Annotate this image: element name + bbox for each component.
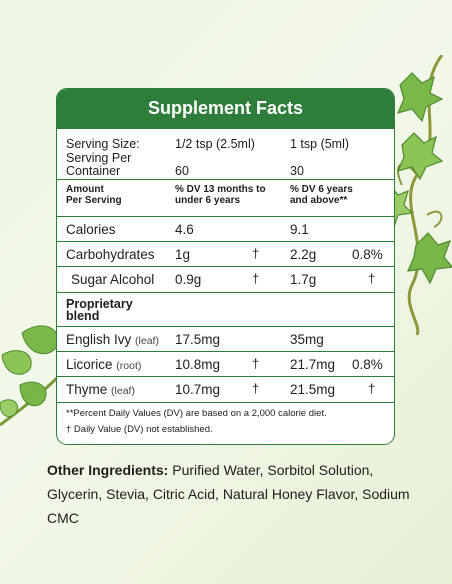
proprietary-blend-row: Proprietary blend: [57, 292, 394, 327]
nutrient-name: Carbohydrates: [66, 247, 155, 262]
child-amount: 10.7mg: [175, 382, 221, 397]
ingredient-name: English Ivy (leaf): [66, 333, 159, 348]
servings-per-container-label-2: Container: [66, 164, 121, 178]
leaf-branch-illustration: [0, 325, 62, 427]
ingredient-label: Licorice: [66, 357, 113, 372]
serving-size-adult: 1 tsp (5ml): [290, 137, 350, 151]
footnote-dv-basis: **Percent Daily Values (DV) are based on…: [66, 408, 327, 419]
nutrient-name: Calories: [66, 222, 116, 237]
child-amount: 4.6: [175, 222, 194, 237]
ingredient-name: Thyme (leaf): [66, 383, 135, 398]
table-row: Carbohydrates 1g † 2.2g 0.8%: [57, 241, 394, 267]
adult-dv: 0.8%: [352, 247, 383, 262]
servings-per-container-child: 60: [175, 164, 189, 178]
other-ingredients: Other Ingredients: Purified Water, Sorbi…: [47, 458, 427, 530]
footnote-divider: [57, 402, 394, 403]
adult-dv-header-1: % DV 6 years: [290, 184, 353, 195]
other-ingredients-text: Purified Water, Sorbitol Solution, Glyce…: [47, 462, 410, 526]
adult-amount: 21.7mg: [290, 357, 336, 372]
ingredient-part: (root): [116, 360, 142, 372]
child-dv-header-2: under 6 years: [175, 195, 241, 206]
blend-label-2: blend: [66, 309, 100, 323]
ingredient-label: Thyme: [66, 382, 108, 397]
panel-title: Supplement Facts: [57, 89, 394, 129]
table-row: Licorice (root) 10.8mg † 21.7mg 0.8%: [57, 351, 394, 377]
child-amount: 17.5mg: [175, 332, 221, 347]
nutrient-name: Sugar Alcohol: [71, 272, 155, 287]
ingredient-part: (leaf): [111, 385, 135, 397]
adult-amount: 1.7g: [290, 272, 317, 287]
child-dv: †: [252, 381, 260, 396]
adult-dv-header-2: and above**: [290, 195, 348, 206]
serving-size-child: 1/2 tsp (2.5ml): [175, 137, 255, 151]
table-row: Thyme (leaf) 10.7mg † 21.5mg †: [57, 376, 394, 403]
amount-header-2: Per Serving: [66, 195, 122, 206]
adult-dv: †: [368, 271, 376, 286]
ingredient-label: English Ivy: [66, 332, 132, 347]
child-amount: 1g: [175, 247, 191, 262]
servings-per-container-label-1: Serving Per: [66, 151, 132, 165]
ingredient-part: (leaf): [135, 335, 159, 347]
blend-label-1: Proprietary: [66, 297, 133, 311]
adult-amount: 2.2g: [290, 247, 317, 262]
ingredient-name: Licorice (root): [66, 358, 141, 373]
supplement-facts-panel: Supplement Facts Serving Size: 1/2 tsp (…: [56, 88, 395, 445]
adult-amount: 35mg: [290, 332, 324, 347]
child-dv: †: [252, 246, 260, 261]
table-row: Sugar Alcohol 0.9g † 1.7g †: [57, 266, 394, 293]
child-dv-header-1: % DV 13 months to: [175, 184, 266, 195]
adult-dv: †: [368, 381, 376, 396]
table-row: English Ivy (leaf) 17.5mg 35mg: [57, 326, 394, 352]
table-row: Calories 4.6 9.1: [57, 216, 394, 242]
child-dv: †: [252, 356, 260, 371]
child-amount: 0.9g: [175, 272, 202, 287]
table-header-row: Amount Per Serving % DV 13 months to und…: [57, 179, 394, 218]
adult-dv: 0.8%: [352, 357, 383, 372]
amount-header-1: Amount: [66, 184, 104, 195]
child-amount: 10.8mg: [175, 357, 221, 372]
adult-amount: 9.1: [290, 222, 309, 237]
footnote-dagger: † Daily Value (DV) not established.: [66, 424, 213, 435]
servings-per-container-adult: 30: [290, 164, 304, 178]
other-ingredients-label: Other Ingredients:: [47, 462, 169, 478]
adult-amount: 21.5mg: [290, 382, 336, 397]
serving-size-label: Serving Size:: [66, 137, 140, 151]
child-dv: †: [252, 271, 260, 286]
